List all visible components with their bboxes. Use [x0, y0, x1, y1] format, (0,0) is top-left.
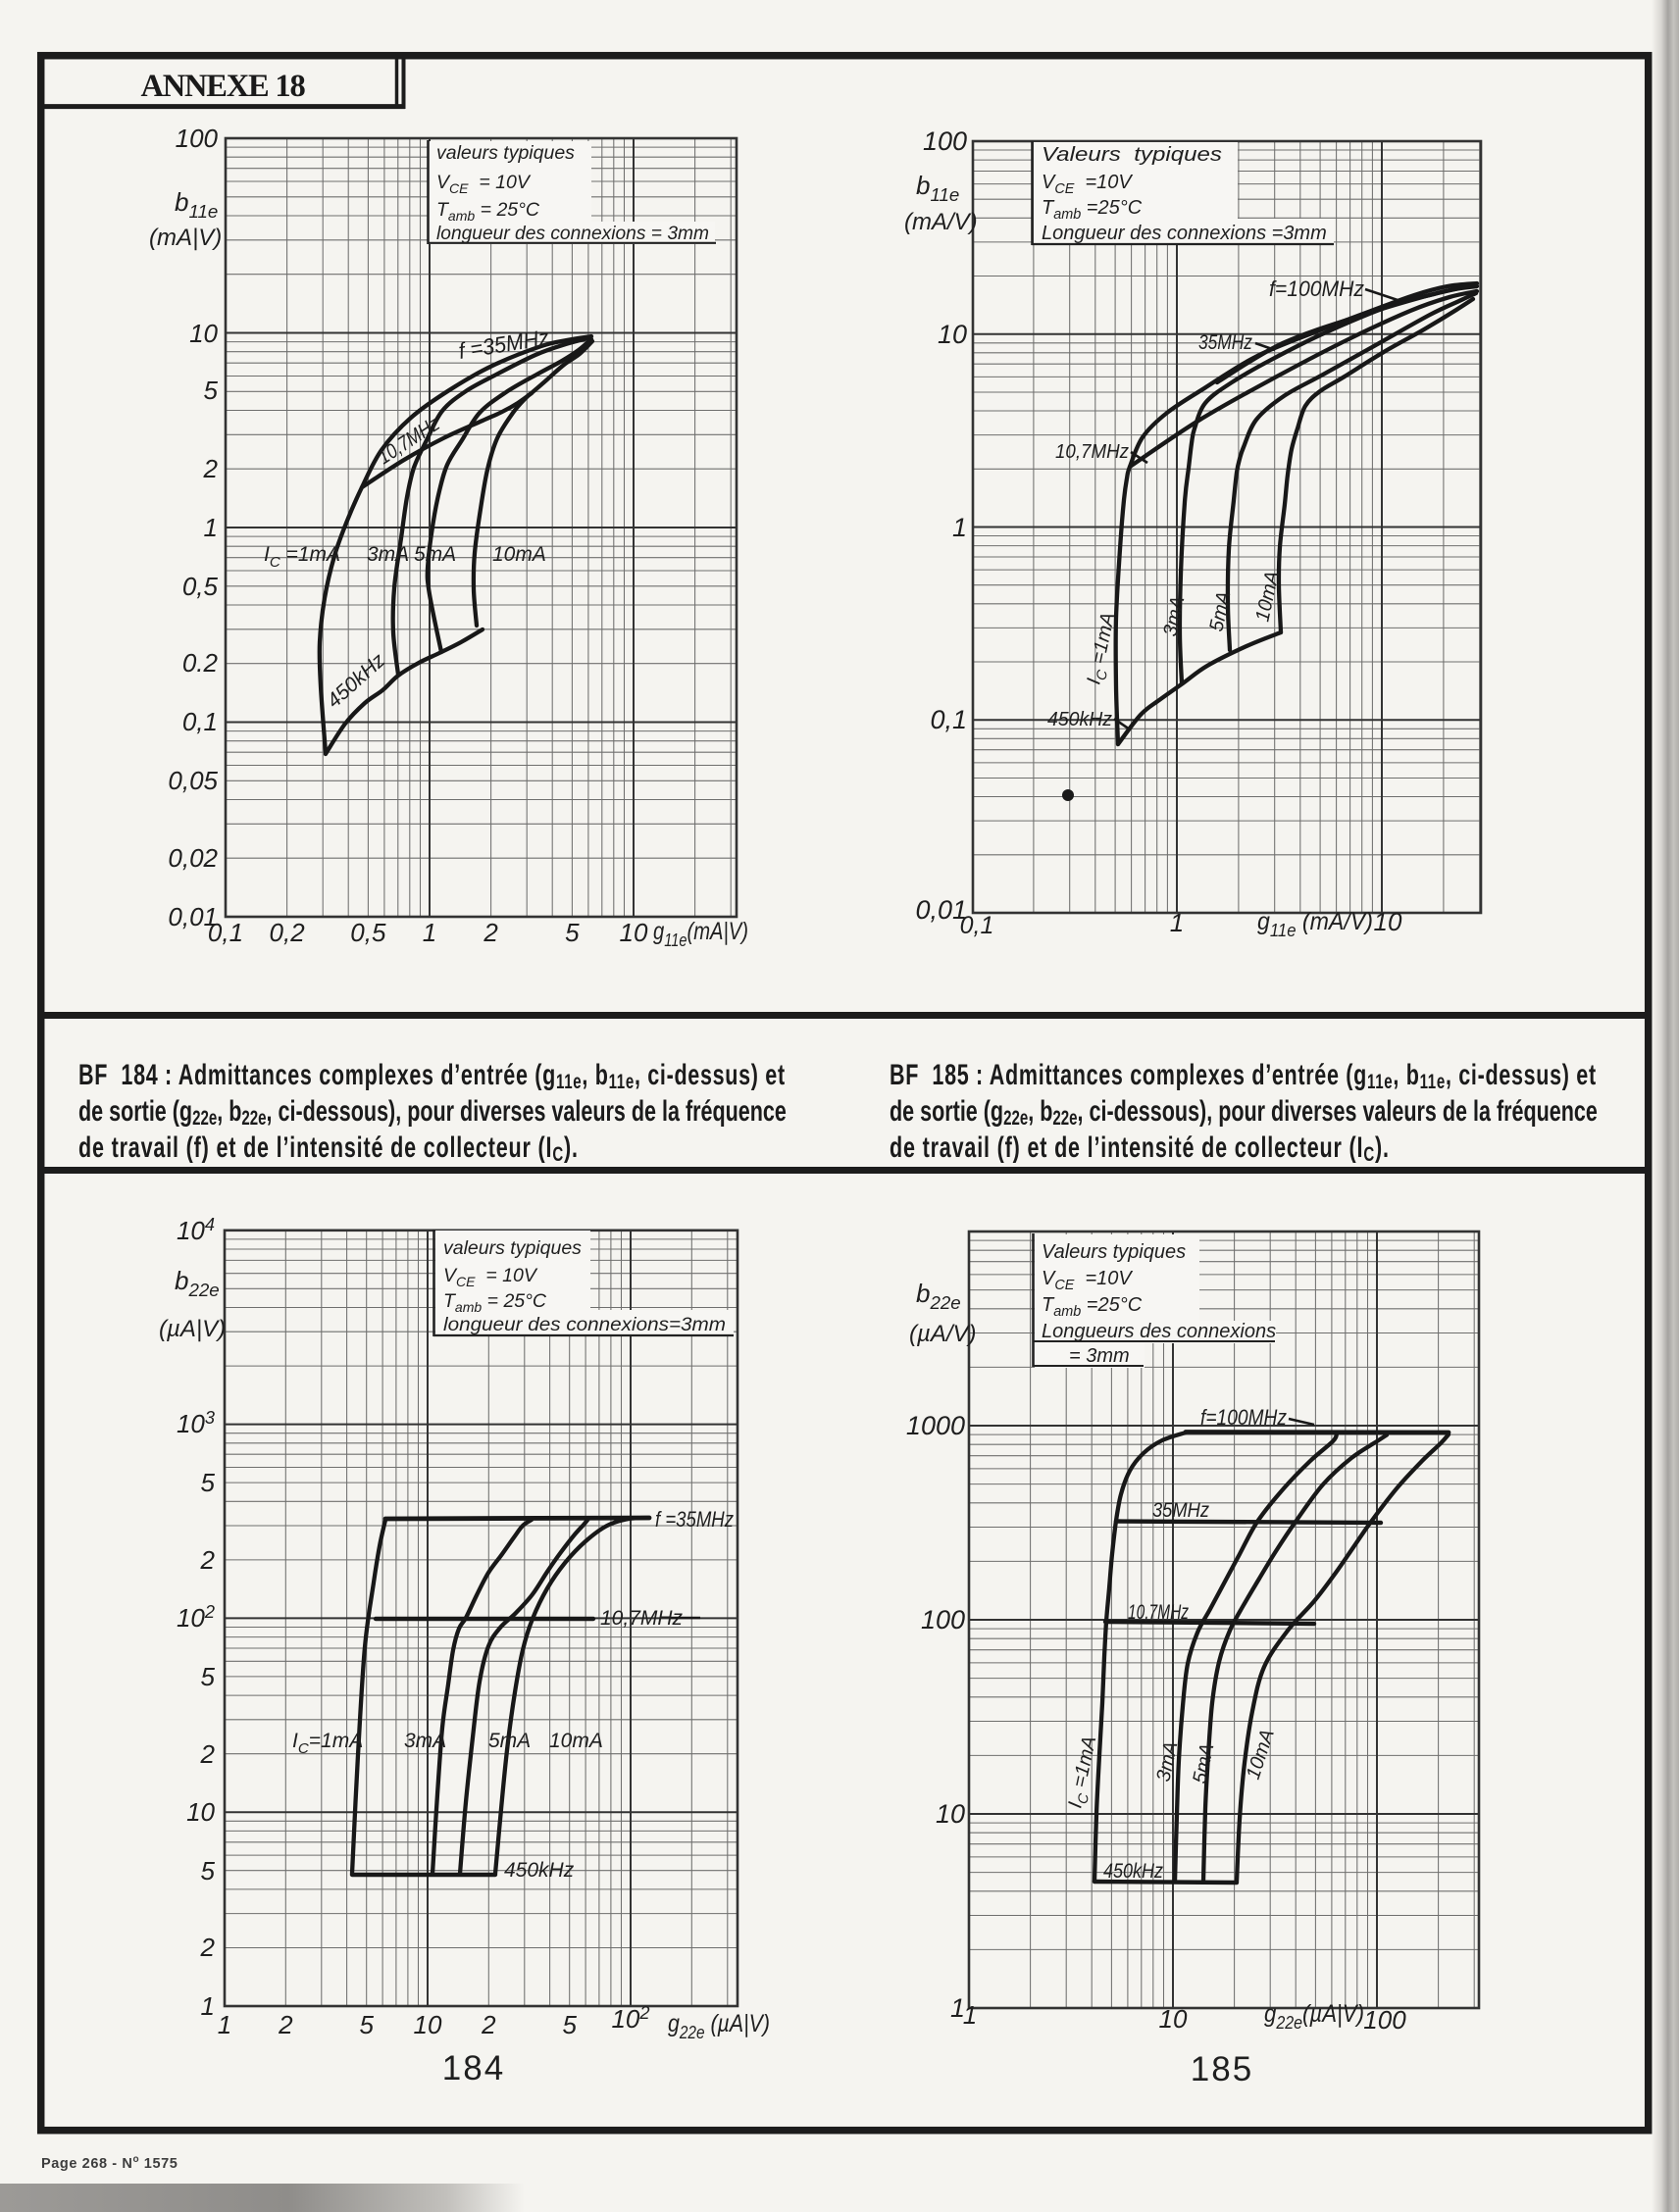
svg-text:1: 1	[204, 513, 218, 542]
svg-text:2: 2	[481, 2010, 496, 2039]
svg-text:0,2: 0,2	[270, 918, 306, 947]
svg-text:2: 2	[200, 1933, 216, 1962]
svg-text:10,7MHz: 10,7MHz	[1128, 1601, 1189, 1624]
svg-text:= 3mm: = 3mm	[1069, 1345, 1130, 1367]
svg-text:5: 5	[201, 1856, 216, 1885]
svg-text:f=100MHz: f=100MHz	[1269, 276, 1364, 301]
svg-text:10: 10	[414, 2010, 442, 2039]
svg-text:100: 100	[923, 126, 967, 156]
svg-text:1: 1	[950, 1993, 965, 2023]
svg-text:Valeurs typiques: Valeurs typiques	[1042, 1241, 1186, 1263]
svg-text:10: 10	[1374, 907, 1402, 936]
svg-text:10: 10	[186, 1797, 215, 1827]
svg-text:5mA: 5mA	[414, 543, 456, 566]
svg-text:Longueur des connexions =3mm: Longueur des connexions =3mm	[1042, 223, 1327, 244]
svg-text:0,01: 0,01	[168, 902, 218, 931]
svg-text:5: 5	[565, 918, 580, 947]
svg-text:1000: 1000	[906, 1411, 965, 1440]
svg-text:0.2: 0.2	[182, 648, 219, 678]
svg-text:5: 5	[201, 1662, 216, 1691]
svg-text:0,5: 0,5	[182, 572, 219, 601]
svg-text:100: 100	[176, 124, 219, 153]
svg-text:10,7MHz: 10,7MHz	[1055, 441, 1129, 463]
svg-text:0,1: 0,1	[208, 918, 243, 947]
svg-text:2: 2	[200, 1545, 216, 1575]
svg-text:5: 5	[562, 2010, 577, 2039]
svg-text:450kHz: 450kHz	[1047, 709, 1112, 730]
svg-text:valeurs typiques: valeurs typiques	[436, 142, 575, 164]
svg-text:35MHz: 35MHz	[1198, 331, 1252, 354]
svg-text:450kHz: 450kHz	[1103, 1860, 1163, 1883]
svg-text:(µA/V): (µA/V)	[909, 1321, 977, 1347]
svg-text:10: 10	[189, 319, 218, 348]
svg-text:35MHz: 35MHz	[1152, 1499, 1209, 1522]
svg-text:2: 2	[200, 1739, 216, 1769]
svg-text:5mA: 5mA	[488, 1730, 531, 1752]
svg-text:longueur des connexions=3mm: longueur des connexions=3mm	[443, 1314, 726, 1335]
svg-text:3mA: 3mA	[367, 543, 409, 566]
svg-text:102: 102	[611, 2003, 649, 2034]
svg-text:(mA/V): (mA/V)	[904, 209, 978, 235]
svg-text:Longueurs des connexions: Longueurs des connexions	[1042, 1321, 1276, 1342]
svg-text:100: 100	[1363, 2005, 1406, 2035]
svg-text:2: 2	[278, 2010, 293, 2039]
svg-text:10mA: 10mA	[549, 1730, 603, 1752]
svg-text:1: 1	[201, 1991, 215, 2021]
svg-text:2: 2	[483, 918, 498, 947]
svg-text:b11e: b11e	[916, 171, 959, 205]
svg-text:1: 1	[1170, 908, 1184, 937]
svg-text:5: 5	[204, 376, 219, 405]
svg-text:10: 10	[938, 320, 967, 349]
svg-text:1: 1	[423, 918, 436, 947]
svg-text:0,1: 0,1	[960, 912, 994, 939]
svg-text:5: 5	[201, 1468, 216, 1497]
svg-text:0,02: 0,02	[168, 843, 218, 873]
svg-text:valeurs typiques: valeurs typiques	[443, 1237, 582, 1259]
svg-text:5: 5	[359, 2010, 374, 2039]
svg-text:0,05: 0,05	[168, 766, 218, 795]
svg-text:3mA: 3mA	[404, 1730, 446, 1752]
svg-text:450kHz: 450kHz	[504, 1859, 575, 1882]
svg-text:100: 100	[921, 1605, 965, 1634]
svg-text:(µA|V): (µA|V)	[159, 1316, 226, 1342]
svg-text:f=100MHz: f=100MHz	[1200, 1405, 1287, 1430]
svg-text:longueur des connexions = 3mm: longueur des connexions = 3mm	[436, 223, 709, 244]
svg-text:1: 1	[218, 2010, 231, 2039]
svg-text:0,1: 0,1	[930, 705, 967, 734]
svg-text:f =35MHz: f =35MHz	[655, 1507, 734, 1532]
svg-text:1: 1	[963, 2000, 977, 2030]
svg-text:0,5: 0,5	[350, 918, 386, 947]
svg-text:185: 185	[1191, 2050, 1253, 2088]
svg-text:10: 10	[1159, 2004, 1188, 2034]
svg-text:10: 10	[936, 1799, 965, 1829]
svg-text:10,7MHz: 10,7MHz	[600, 1607, 684, 1630]
svg-text:2: 2	[203, 454, 219, 483]
svg-text:0,01: 0,01	[915, 895, 967, 925]
svg-text:0,1: 0,1	[182, 707, 218, 736]
svg-text:10: 10	[620, 918, 648, 947]
svg-text:1: 1	[952, 513, 967, 542]
svg-text:Valeurs typiques: Valeurs typiques	[1042, 144, 1222, 166]
svg-text:(mA|V): (mA|V)	[149, 225, 222, 251]
svg-text:g11e (mA/V): g11e (mA/V)	[1257, 908, 1373, 940]
svg-text:g11e(mA|V): g11e(mA|V)	[653, 918, 748, 950]
svg-text:184: 184	[442, 2049, 505, 2087]
svg-text:10mA: 10mA	[492, 543, 546, 566]
svg-text:ANNEXE 18: ANNEXE 18	[140, 69, 305, 104]
